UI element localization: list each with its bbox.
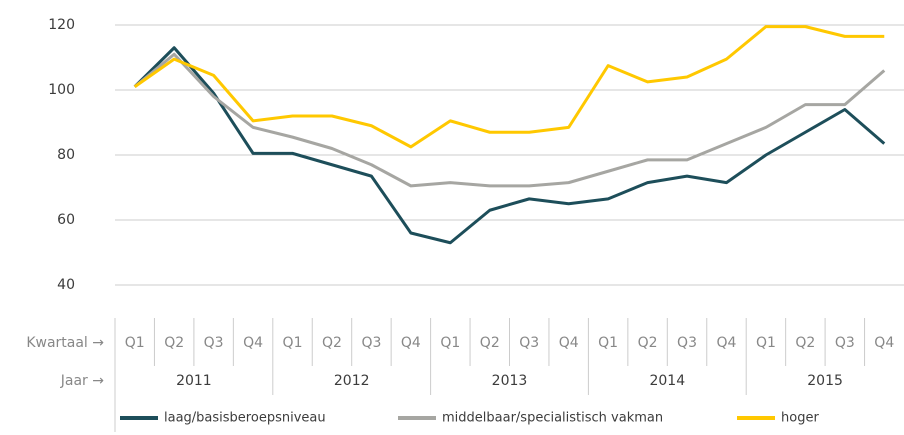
x-tick-label: Q4 xyxy=(559,335,579,351)
y-tick-label: 80 xyxy=(57,147,75,163)
year-label: 2012 xyxy=(334,373,370,389)
row-label: Kwartaal → xyxy=(26,335,104,351)
year-label: 2015 xyxy=(807,373,843,389)
x-tick-label: Q4 xyxy=(717,335,737,351)
series-line xyxy=(133,46,886,245)
x-tick-label: Q2 xyxy=(322,335,342,351)
series-line xyxy=(133,52,886,188)
x-tick-label: Q2 xyxy=(164,335,184,351)
year-label: 2011 xyxy=(176,373,212,389)
y-tick-label: 120 xyxy=(48,17,75,33)
x-tick-label: Q3 xyxy=(361,335,381,351)
x-tick-label: Q3 xyxy=(677,335,697,351)
x-tick-label: Q4 xyxy=(243,335,263,351)
year-label: 2014 xyxy=(649,373,685,389)
series-line xyxy=(133,25,885,149)
row-label: Jaar → xyxy=(60,373,104,389)
x-tick-label: Q3 xyxy=(519,335,539,351)
y-tick-label: 40 xyxy=(57,277,75,293)
year-label: 2013 xyxy=(492,373,528,389)
x-tick-label: Q1 xyxy=(598,335,618,351)
x-tick-label: Q2 xyxy=(480,335,500,351)
legend-label: middelbaar/specialistisch vakman xyxy=(442,411,663,426)
x-tick-label: Q3 xyxy=(204,335,224,351)
y-tick-label: 60 xyxy=(57,212,75,228)
x-tick-label: Q4 xyxy=(874,335,894,351)
x-tick-label: Q4 xyxy=(401,335,421,351)
x-tick-label: Q2 xyxy=(638,335,658,351)
x-tick-label: Q1 xyxy=(283,335,303,351)
x-tick-label: Q2 xyxy=(795,335,815,351)
x-tick-label: Q1 xyxy=(440,335,460,351)
y-tick-label: 100 xyxy=(48,82,75,98)
legend-label: hoger xyxy=(781,411,819,426)
x-tick-label: Q1 xyxy=(756,335,776,351)
x-tick-label: Q3 xyxy=(835,335,855,351)
legend-label: laag/basisberoepsniveau xyxy=(164,411,326,426)
x-tick-label: Q1 xyxy=(125,335,145,351)
